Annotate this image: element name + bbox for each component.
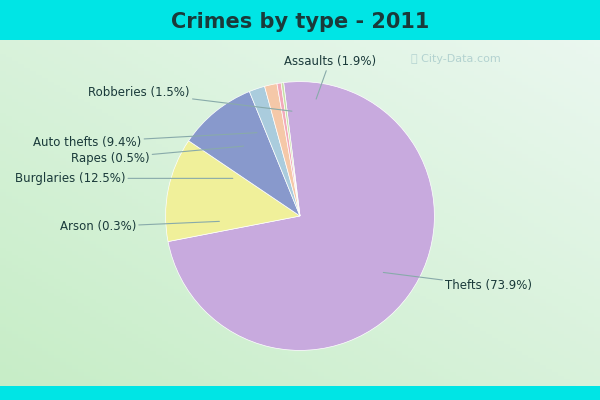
Text: Crimes by type - 2011: Crimes by type - 2011 [171,12,429,32]
Text: ⓘ City-Data.com: ⓘ City-Data.com [411,54,501,64]
Text: Robberies (1.5%): Robberies (1.5%) [88,86,292,111]
Wedge shape [277,83,300,216]
Wedge shape [188,92,300,216]
Wedge shape [281,83,300,216]
Text: Thefts (73.9%): Thefts (73.9%) [383,272,532,292]
Wedge shape [168,82,434,350]
Wedge shape [166,141,300,242]
Wedge shape [265,84,300,216]
Wedge shape [250,86,300,216]
Text: Burglaries (12.5%): Burglaries (12.5%) [15,172,233,185]
Text: Rapes (0.5%): Rapes (0.5%) [71,146,244,165]
Text: Arson (0.3%): Arson (0.3%) [59,220,220,233]
Text: Assaults (1.9%): Assaults (1.9%) [284,55,376,99]
Text: Auto thefts (9.4%): Auto thefts (9.4%) [33,133,257,148]
